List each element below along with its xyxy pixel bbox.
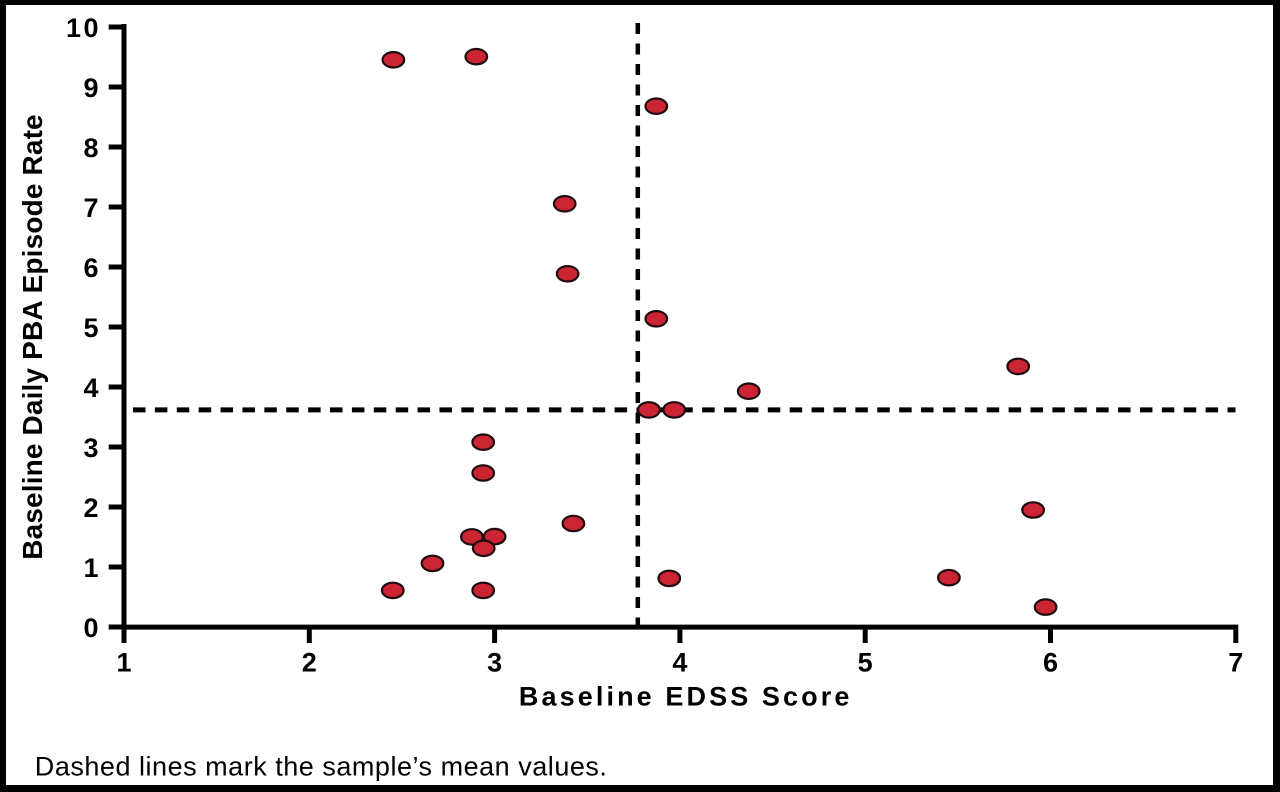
svg-text:Baseline EDSS Score: Baseline EDSS Score bbox=[519, 681, 853, 711]
svg-text:Dashed lines mark the sample’s: Dashed lines mark the sample’s mean valu… bbox=[35, 752, 608, 782]
svg-text:7: 7 bbox=[83, 193, 101, 223]
svg-text:4: 4 bbox=[83, 373, 101, 403]
svg-text:10: 10 bbox=[66, 13, 101, 43]
svg-text:8: 8 bbox=[83, 133, 101, 163]
svg-text:5: 5 bbox=[83, 313, 101, 343]
svg-text:4: 4 bbox=[672, 648, 687, 678]
svg-text:5: 5 bbox=[858, 648, 873, 678]
svg-text:1: 1 bbox=[116, 648, 131, 678]
svg-text:3: 3 bbox=[487, 648, 502, 678]
svg-text:7: 7 bbox=[1228, 648, 1243, 678]
svg-text:2: 2 bbox=[83, 493, 101, 523]
svg-text:1: 1 bbox=[83, 553, 101, 583]
svg-text:0: 0 bbox=[83, 613, 101, 643]
svg-text:9: 9 bbox=[83, 73, 101, 103]
svg-text:Baseline Daily PBA Episode Rat: Baseline Daily PBA Episode Rate bbox=[17, 114, 48, 560]
svg-text:3: 3 bbox=[83, 433, 101, 463]
svg-text:6: 6 bbox=[1043, 648, 1058, 678]
svg-text:2: 2 bbox=[302, 648, 317, 678]
svg-text:6: 6 bbox=[83, 253, 101, 283]
